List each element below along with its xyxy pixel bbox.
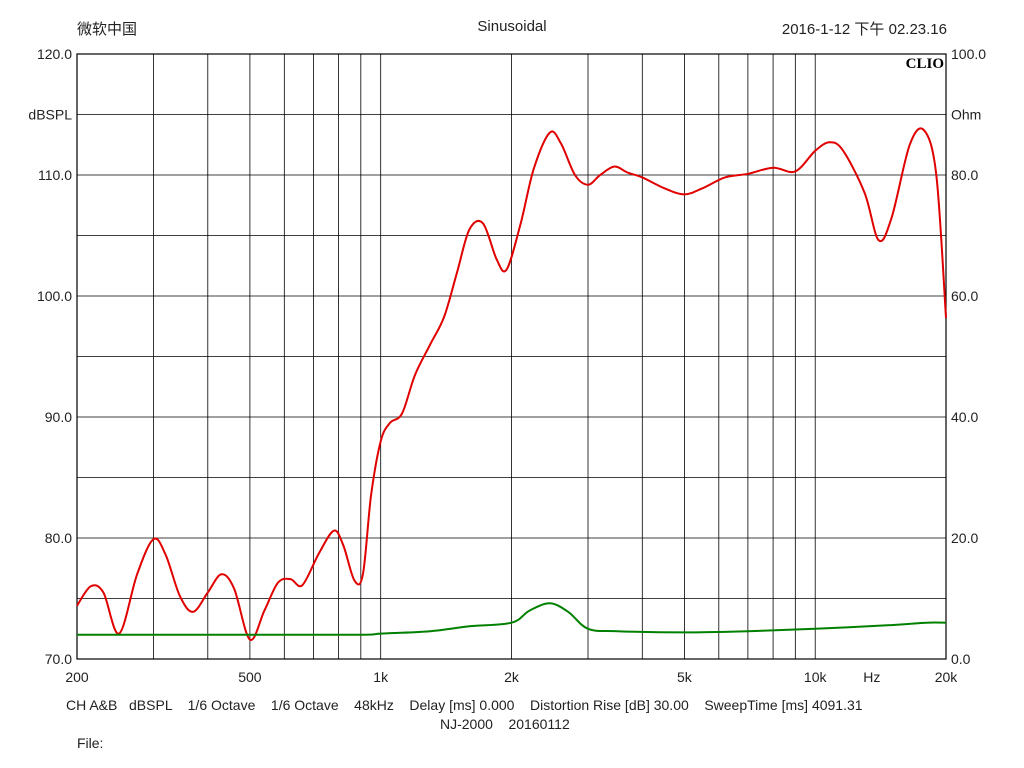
x-tick-label: 500	[238, 669, 262, 685]
file-label: File:	[77, 735, 104, 751]
chart-title: Sinusoidal	[477, 18, 547, 35]
x-tick-label: 2k	[504, 669, 520, 685]
x-tick-label: 20k	[935, 669, 959, 685]
measurement-settings: CH A&B dBSPL 1/6 Octave 1/6 Octave 48kHz…	[66, 697, 863, 713]
x-tick-label: 5k	[677, 669, 693, 685]
measurement-id: NJ-2000 20160112	[440, 716, 570, 732]
right-axis-unit: Ohm	[951, 107, 981, 123]
right-tick-label: 60.0	[951, 288, 978, 304]
axis-labels: 70.0 80.0 90.0 100.0 110.0 120.0 0.0 20.0 40.0 60…	[28, 46, 986, 685]
right-tick-label: 40.0	[951, 409, 978, 425]
brand-label: 微软中国	[77, 21, 138, 38]
left-tick-label: 110.0	[38, 167, 72, 183]
right-tick-label: 80.0	[951, 167, 978, 183]
series-layer	[76, 127, 947, 641]
left-tick-label: 70.0	[45, 651, 72, 667]
impedance-series-line	[77, 602, 947, 636]
spl-series-line	[76, 127, 947, 641]
x-tick-label: 200	[65, 669, 89, 685]
x-tick-label: 10k	[804, 669, 828, 685]
left-tick-label: 120.0	[37, 46, 72, 62]
left-tick-label: 100.0	[37, 288, 72, 304]
plot-frame	[76, 53, 947, 660]
left-axis-unit: dBSPL	[28, 107, 72, 123]
left-tick-label: 90.0	[45, 409, 72, 425]
x-axis-unit: Hz	[863, 669, 880, 685]
right-tick-label: 100.0	[951, 46, 986, 62]
x-tick-label: 1k	[373, 669, 389, 685]
right-tick-label: 20.0	[951, 530, 978, 546]
clio-logo: CLIO	[906, 56, 944, 72]
left-tick-label: 80.0	[45, 530, 72, 546]
right-tick-label: 0.0	[951, 651, 971, 667]
timestamp: 2016-1-12 下午 02.23.16	[781, 21, 947, 38]
grid	[77, 54, 946, 659]
